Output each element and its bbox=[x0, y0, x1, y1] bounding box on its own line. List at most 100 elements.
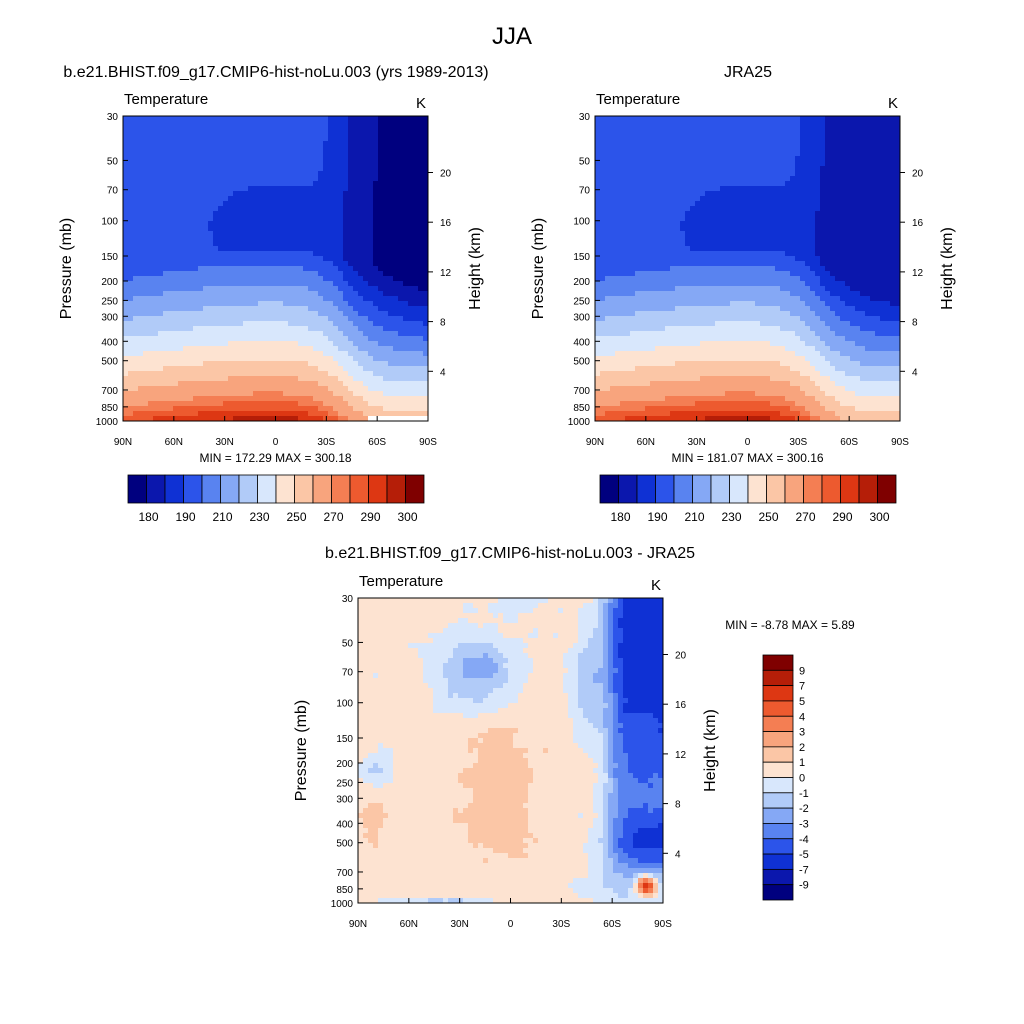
field-cell bbox=[605, 291, 611, 297]
field-cell bbox=[153, 371, 159, 377]
field-cell bbox=[675, 201, 681, 207]
y2-tick-label: 16 bbox=[440, 218, 452, 229]
field-cell bbox=[600, 411, 606, 417]
field-cell bbox=[253, 321, 259, 327]
field-cell bbox=[303, 191, 309, 197]
field-cell bbox=[358, 266, 364, 272]
field-cell bbox=[645, 406, 651, 412]
field-cell bbox=[333, 166, 339, 172]
field-cell bbox=[635, 371, 641, 377]
field-cell bbox=[655, 281, 661, 287]
field-cell bbox=[138, 136, 144, 142]
field-cell bbox=[675, 196, 681, 202]
field-cell bbox=[293, 181, 299, 187]
field-cell bbox=[243, 336, 249, 342]
field-cell bbox=[418, 321, 424, 327]
field-cell bbox=[368, 396, 374, 402]
field-cell bbox=[208, 271, 214, 277]
field-cell bbox=[403, 336, 409, 342]
field-cell bbox=[418, 241, 424, 247]
field-cell bbox=[178, 136, 184, 142]
field-cell bbox=[393, 121, 399, 127]
y2-tick-label: 20 bbox=[440, 168, 452, 179]
field-cell bbox=[398, 301, 404, 307]
field-cell bbox=[238, 361, 244, 367]
field-cell bbox=[223, 141, 229, 147]
field-cell bbox=[418, 266, 424, 272]
field-cell bbox=[670, 271, 676, 277]
field-cell bbox=[418, 346, 424, 352]
field-cell bbox=[158, 186, 164, 192]
field-cell bbox=[635, 216, 641, 222]
field-cell bbox=[670, 331, 676, 337]
field-cell bbox=[403, 171, 409, 177]
field-cell bbox=[173, 356, 179, 362]
field-cell bbox=[313, 396, 319, 402]
field-cell bbox=[238, 316, 244, 322]
field-cell bbox=[273, 291, 279, 297]
field-cell bbox=[238, 226, 244, 232]
field-cell bbox=[218, 306, 224, 312]
field-cell bbox=[183, 371, 189, 377]
field-cell bbox=[640, 216, 646, 222]
field-cell bbox=[630, 161, 636, 167]
field-cell bbox=[143, 326, 149, 332]
field-cell bbox=[198, 376, 204, 382]
colorbar-label: 250 bbox=[286, 510, 306, 524]
field-cell bbox=[670, 141, 676, 147]
field-cell bbox=[408, 411, 414, 417]
field-cell bbox=[188, 261, 194, 267]
field-cell bbox=[193, 226, 199, 232]
field-cell bbox=[680, 346, 686, 352]
field-cell bbox=[408, 301, 414, 307]
field-cell bbox=[393, 186, 399, 192]
field-cell bbox=[423, 121, 429, 127]
field-cell bbox=[163, 241, 169, 247]
field-cell bbox=[253, 301, 259, 307]
field-cell bbox=[418, 221, 424, 227]
field-cell bbox=[675, 236, 681, 242]
field-cell bbox=[238, 271, 244, 277]
field-cell bbox=[323, 386, 329, 392]
field-cell bbox=[348, 161, 354, 167]
field-cell bbox=[303, 141, 309, 147]
field-cell bbox=[258, 141, 264, 147]
field-cell bbox=[328, 151, 334, 157]
field-cell bbox=[148, 406, 154, 412]
field-cell bbox=[153, 381, 159, 387]
field-cell bbox=[178, 281, 184, 287]
field-cell bbox=[313, 286, 319, 292]
field-cell bbox=[223, 221, 229, 227]
field-cell bbox=[138, 331, 144, 337]
field-cell bbox=[655, 321, 661, 327]
field-cell bbox=[293, 281, 299, 287]
field-cell bbox=[133, 281, 139, 287]
field-cell bbox=[685, 146, 691, 152]
field-cell bbox=[413, 266, 419, 272]
field-cell bbox=[343, 226, 349, 232]
field-cell bbox=[298, 356, 304, 362]
field-cell bbox=[213, 416, 219, 422]
field-cell bbox=[273, 356, 279, 362]
field-cell bbox=[233, 131, 239, 137]
field-cell bbox=[368, 176, 374, 182]
field-cell bbox=[408, 136, 414, 142]
field-cell bbox=[645, 386, 651, 392]
colorbar-box bbox=[368, 474, 388, 504]
field-cell bbox=[333, 271, 339, 277]
field-cell bbox=[158, 166, 164, 172]
field-cell bbox=[283, 201, 289, 207]
field-cell bbox=[228, 221, 234, 227]
field-cell bbox=[188, 221, 194, 227]
field-cell bbox=[268, 246, 274, 252]
field-cell bbox=[388, 346, 394, 352]
field-cell bbox=[128, 151, 134, 157]
field-cell bbox=[418, 161, 424, 167]
field-cell bbox=[253, 366, 259, 372]
field-cell bbox=[685, 246, 691, 252]
field-cell bbox=[635, 176, 641, 182]
field-cell bbox=[358, 256, 364, 262]
field-cell bbox=[343, 191, 349, 197]
field-cell bbox=[188, 206, 194, 212]
field-cell bbox=[133, 191, 139, 197]
